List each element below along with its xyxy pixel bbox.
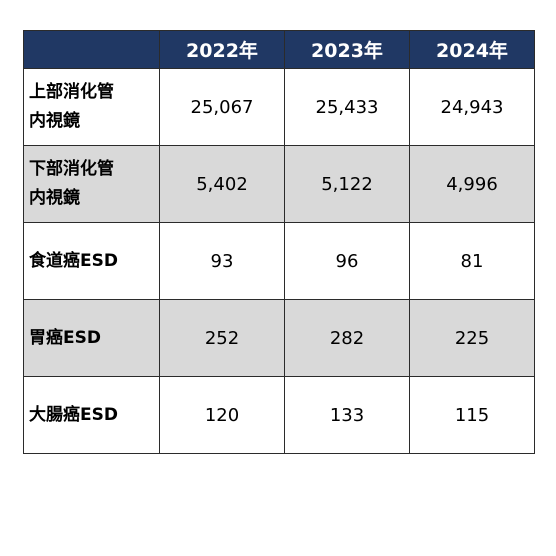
cell-value: 93 (159, 222, 285, 300)
header-corner-cell (23, 30, 160, 69)
row-label-line: 内視鏡 (29, 188, 80, 208)
cell-value: 115 (409, 376, 535, 454)
cell-value: 25,433 (284, 68, 410, 146)
row-label-esophageal-esd: 食道癌ESD (23, 222, 160, 300)
row-label-line: 上部消化管 (29, 82, 114, 102)
cell-value: 5,122 (284, 145, 410, 223)
table-row: 胃癌ESD 252 282 225 (23, 299, 535, 377)
row-label-line: 内視鏡 (29, 111, 80, 131)
table-header: 2022年 2023年 2024年 (23, 30, 535, 69)
procedure-stats-table: 2022年 2023年 2024年 上部消化管 内視鏡 25,067 25,43… (23, 30, 535, 454)
row-label-colorectal-esd: 大腸癌ESD (23, 376, 160, 454)
cell-value: 96 (284, 222, 410, 300)
table-row: 食道癌ESD 93 96 81 (23, 222, 535, 300)
cell-value: 133 (284, 376, 410, 454)
table-body: 上部消化管 内視鏡 25,067 25,433 24,943 下部消化管 内視鏡… (23, 68, 535, 454)
table-row: 大腸癌ESD 120 133 115 (23, 376, 535, 454)
cell-value: 225 (409, 299, 535, 377)
cell-value: 5,402 (159, 145, 285, 223)
header-year-2024: 2024年 (409, 30, 535, 69)
cell-value: 252 (159, 299, 285, 377)
table-row: 上部消化管 内視鏡 25,067 25,433 24,943 (23, 68, 535, 146)
header-year-2023: 2023年 (284, 30, 410, 69)
row-label-lower-gi-endoscopy: 下部消化管 内視鏡 (23, 145, 160, 223)
header-row: 2022年 2023年 2024年 (23, 30, 535, 69)
table-row: 下部消化管 内視鏡 5,402 5,122 4,996 (23, 145, 535, 223)
cell-value: 25,067 (159, 68, 285, 146)
row-label-gastric-esd: 胃癌ESD (23, 299, 160, 377)
cell-value: 282 (284, 299, 410, 377)
row-label-line: 下部消化管 (29, 159, 114, 179)
row-label-upper-gi-endoscopy: 上部消化管 内視鏡 (23, 68, 160, 146)
cell-value: 24,943 (409, 68, 535, 146)
cell-value: 81 (409, 222, 535, 300)
row-label-line: 胃癌ESD (29, 327, 101, 348)
header-year-2022: 2022年 (159, 30, 285, 69)
cell-value: 120 (159, 376, 285, 454)
row-label-line: 食道癌ESD (29, 250, 118, 271)
row-label-line: 大腸癌ESD (29, 404, 118, 425)
cell-value: 4,996 (409, 145, 535, 223)
